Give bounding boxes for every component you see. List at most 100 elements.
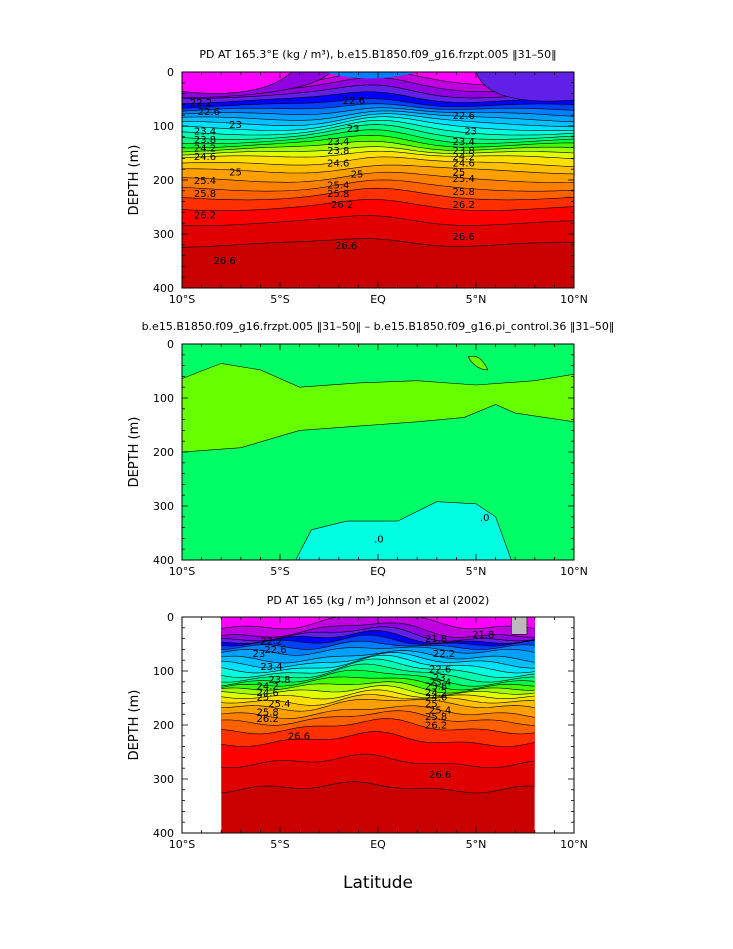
x-tick-label: 10°S [169,293,195,306]
contour-line [182,171,574,183]
plot-area: 21.822.222.62323.423.824.224.62525.425.8… [153,611,588,851]
contour-line [221,731,535,747]
contour-line [182,91,574,104]
contour-label: 25.8 [453,187,475,198]
panel-title: b.e15.B1850.f09_g16.frzpt.005 ‖31–50‖ – … [142,320,615,333]
x-tick-label: 5°N [466,565,487,578]
magenta-lobe [181,71,293,94]
y-tick-label: 200 [153,446,174,459]
contour-line [182,150,574,160]
contour-line [182,110,574,123]
x-tick-label: 5°S [270,293,289,306]
panel-model-density: PD AT 165.3°E (kg / m³), b.e15.B1850.f09… [127,48,588,306]
contour-label: 23 [229,120,242,131]
contour-label: 26.2 [331,200,353,211]
density-bands [221,617,535,833]
contour-line [221,669,535,687]
contour-line [182,187,574,201]
positive-anomaly-blob [467,355,489,371]
contour-label: 23.4 [429,677,451,688]
y-tick-label: 0 [167,66,174,79]
contour-label: 22.6 [453,111,475,122]
contour-label: 25.8 [256,708,278,719]
contour-label: 25 [351,170,364,181]
x-tick-label: EQ [370,293,386,306]
contour-line [182,116,574,131]
y-tick-label: 200 [153,719,174,732]
negative-anomaly-region [295,501,512,561]
x-tick-label: 10°N [560,293,588,306]
contour-label: 26.6 [288,731,310,742]
contour-line [221,718,535,735]
contour-label: 26.6 [453,232,475,243]
y-tick-label: 0 [167,611,174,624]
y-tick-label: 400 [153,827,174,840]
blue-lobe [323,72,418,79]
contour-line [221,654,535,674]
contour-line [221,652,535,669]
x-tick-label: 5°N [466,838,487,851]
contour-label: 24.6 [453,159,475,170]
contour-line [182,179,574,192]
contour-label: 26.6 [335,241,357,252]
contour-label: 25.4 [268,699,290,710]
y-tick-label: 300 [153,773,174,786]
contour-label: 22.2 [260,636,282,647]
contour-line [182,98,574,109]
contour-label: 23.4 [260,662,282,673]
y-tick-label: 0 [167,338,174,351]
contour-label: 22.2 [190,98,212,109]
x-axis-label: Latitude [343,873,413,893]
contour-label: 21.8 [425,634,447,645]
contour-line [221,781,535,794]
surface-lobes [181,71,575,102]
contour-label: 26.6 [429,770,451,781]
panel-difference: b.e15.B1850.f09_g16.frzpt.005 ‖31–50‖ – … [127,320,614,578]
contour-lines [221,617,535,794]
y-tick-label: 400 [153,554,174,567]
y-tick-label: 100 [153,392,174,405]
contour-line [182,120,574,136]
contour-label: 26.2 [256,714,278,725]
contour-label: 23 [464,126,477,137]
contour-label: 24.6 [256,688,278,699]
contour-label: 24.6 [327,159,349,170]
contour-label: 23 [253,649,266,660]
x-tick-label: EQ [370,838,386,851]
contour-label: 22.6 [343,96,365,107]
y-axis-label: DEPTH (m) [127,690,142,761]
contour-label: 25.8 [327,189,349,200]
contour-line [221,694,535,706]
contour-line [182,129,574,144]
y-tick-label: 300 [153,500,174,513]
contour-label: 23.8 [194,135,216,146]
x-tick-label: 5°S [270,838,289,851]
density-bands [182,72,574,288]
contour-label: 24.6 [194,152,216,163]
x-tick-label: 10°N [560,838,588,851]
contour-label: .0 [480,513,490,524]
contour-label: 23.8 [268,675,290,686]
contour-line [221,699,535,712]
contour-label: 26.2 [194,211,216,222]
contour-label: 26.6 [213,256,235,267]
contour-label: 25.4 [327,180,349,191]
contour-label: 23.8 [327,146,349,157]
panel-title: PD AT 165.3°E (kg / m³), b.e15.B1850.f09… [199,48,556,61]
contour-label: 25.4 [429,705,451,716]
contour-line [221,617,535,630]
x-tick-label: 5°N [466,293,487,306]
contour-label: 21.8 [472,630,494,641]
x-tick-label: 10°S [169,838,195,851]
contour-line [182,156,574,167]
x-tick-label: 5°S [270,565,289,578]
contour-label: 26.2 [425,721,447,732]
y-tick-label: 100 [153,665,174,678]
y-axis-label: DEPTH (m) [127,145,142,216]
contour-line [221,622,535,638]
contour-line [221,663,535,683]
contour-label: 24.2 [425,688,447,699]
contour-line [221,705,535,719]
contour-label: 25.8 [425,712,447,723]
